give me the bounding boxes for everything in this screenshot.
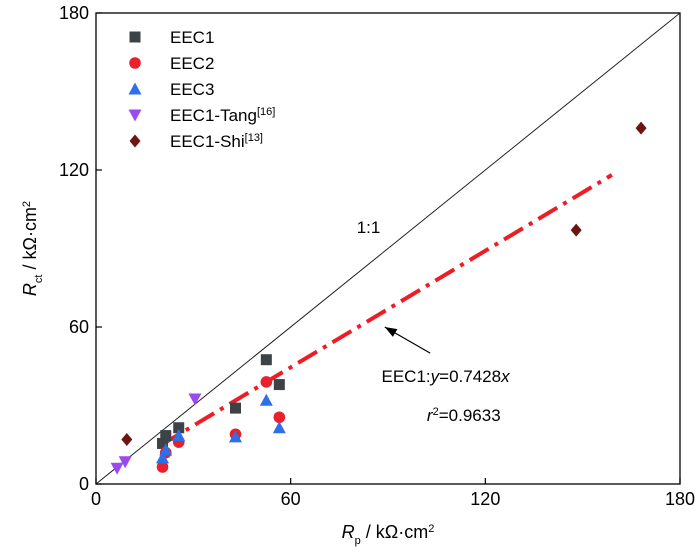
y-axis-label-sub: ct: [33, 275, 45, 284]
eec1-tang-point: [110, 462, 124, 475]
x-tick-label: 0: [91, 489, 101, 509]
reference-line-label: 1:1: [357, 218, 381, 237]
eec1-point: [230, 402, 242, 414]
y-tick-label: 120: [59, 160, 89, 180]
axis-ticks: [95, 12, 681, 485]
eec3-point: [229, 430, 243, 443]
legend-label-eec1-tang: EEC1-Tang[16]: [170, 106, 275, 125]
legend-label-eec3: EEC3: [170, 80, 214, 99]
reference-line-1-1: [95, 12, 681, 485]
eec1-point: [260, 354, 272, 366]
plot-area: [95, 12, 681, 485]
y-axis-label-main: R: [20, 283, 40, 296]
eec3-point: [272, 421, 286, 434]
y-axis-label-unit: / kΩ·cm: [20, 207, 40, 274]
x-axis-label-sup: 2: [428, 523, 434, 535]
r-squared-var: r: [427, 406, 434, 425]
y-tick-label: 180: [59, 3, 89, 23]
plot-frame: [95, 12, 681, 485]
x-tick-label: 180: [665, 489, 695, 509]
legend-label-eec1: EEC1: [170, 28, 214, 47]
fit-equation-y: y: [430, 367, 441, 386]
r-squared-annotation: r2=0.9633: [427, 406, 501, 425]
legend-label-eec2: EEC2: [170, 54, 214, 73]
legend-marker-eec1: [129, 31, 141, 43]
fit-equation-prefix: EEC1:: [382, 367, 431, 386]
eec2-point: [260, 376, 273, 388]
legend-marker-eec1-shi: [129, 134, 141, 148]
fit-annotation-arrow: [384, 326, 431, 354]
y-axis-label: Rct / kΩ·cm2: [20, 201, 45, 296]
eec1-shi-point: [121, 433, 133, 447]
legend-marker-eec3: [128, 82, 142, 95]
fit-equation-x: x: [500, 367, 510, 386]
x-axis-label-main: R: [342, 522, 355, 542]
x-axis-label: Rp / kΩ·cm2: [342, 522, 435, 547]
eec3-point: [159, 443, 173, 456]
legend-label-eec1-shi: EEC1-Shi[13]: [170, 132, 263, 151]
data-points: [110, 121, 647, 475]
eec2-point: [273, 411, 286, 424]
eec1-point: [160, 430, 172, 442]
r-squared-value: =0.9633: [439, 406, 501, 425]
legend-marker-eec2: [129, 57, 141, 69]
eec1-point: [173, 422, 185, 434]
x-tick-label: 120: [470, 489, 500, 509]
y-tick-label: 60: [69, 317, 89, 337]
eec3-point: [259, 393, 273, 406]
arrow-head: [384, 327, 398, 337]
fit-line-eec1: [159, 173, 613, 447]
fit-equation: EEC1:y=0.7428x: [382, 367, 511, 386]
eec1-shi-point: [635, 121, 647, 135]
fit-equation-middle: =0.7428: [439, 367, 501, 386]
eec1-shi-point: [570, 223, 582, 237]
x-axis-label-unit: / kΩ·cm: [361, 522, 428, 542]
eec1-point: [157, 437, 169, 449]
eec1-tang-point: [188, 393, 202, 406]
x-axis-label-sub: p: [355, 535, 361, 547]
legend: EEC1 EEC2 EEC3 EEC1-Tang[16] EEC1-Shi[13]: [128, 28, 275, 151]
eec2-point: [156, 461, 169, 473]
r-squared-sup: 2: [433, 406, 439, 418]
y-tick-label: 0: [79, 474, 89, 494]
eec1-tang-point: [118, 456, 132, 469]
eec1-point: [273, 379, 285, 391]
y-axis-label-sup: 2: [21, 201, 33, 207]
eec3-point: [172, 429, 186, 442]
legend-marker-eec1-tang: [128, 109, 142, 122]
x-tick-label: 60: [281, 489, 301, 509]
eec3-point: [156, 451, 170, 464]
